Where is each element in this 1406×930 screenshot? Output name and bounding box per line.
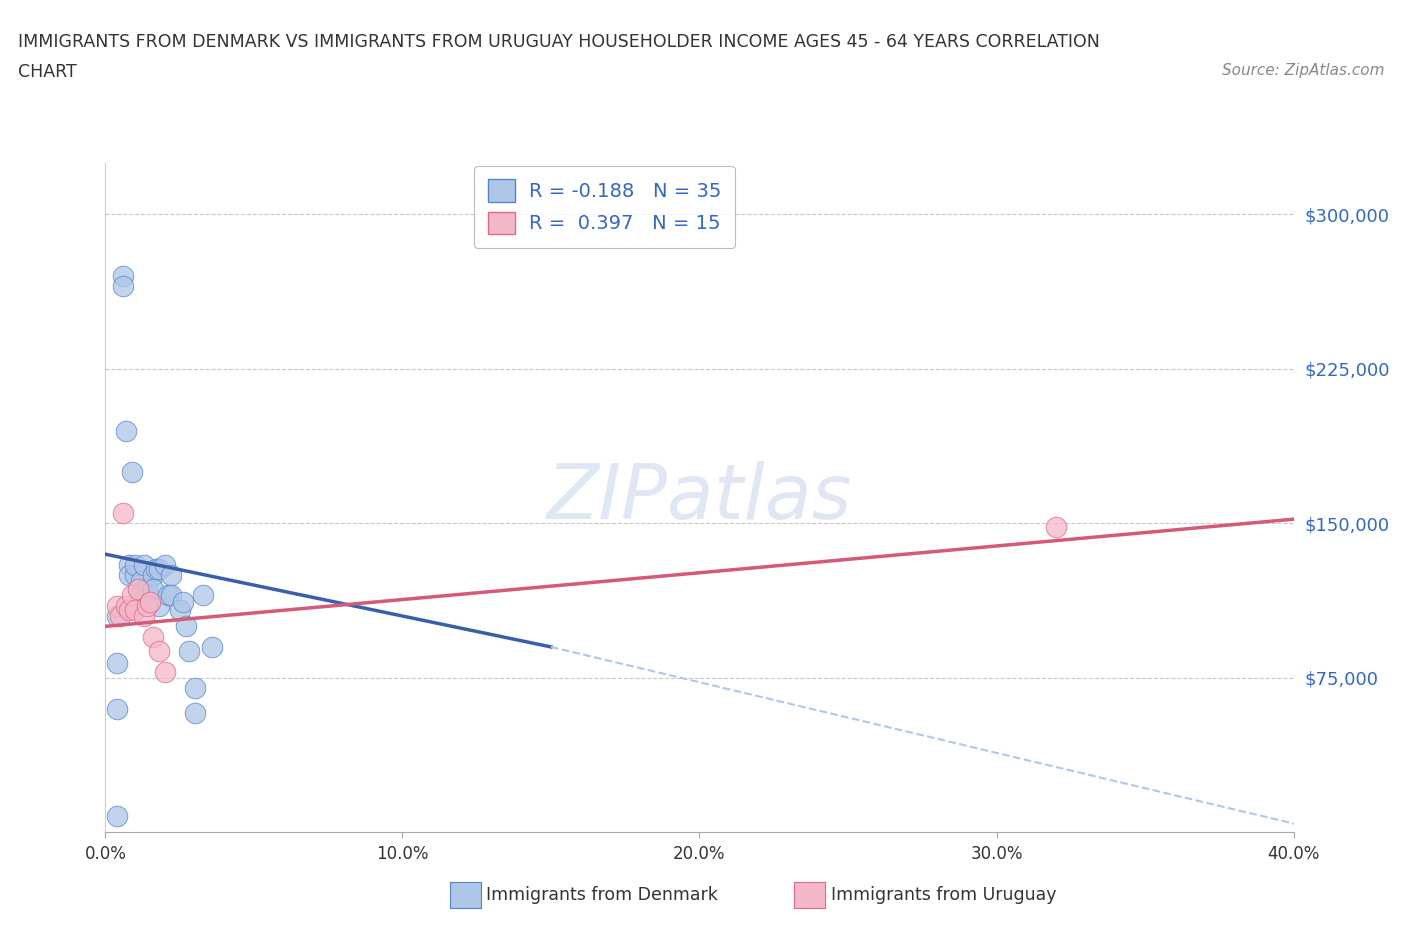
Text: Immigrants from Uruguay: Immigrants from Uruguay xyxy=(831,885,1056,904)
Point xyxy=(112,269,135,284)
Point xyxy=(159,588,181,603)
Point xyxy=(139,594,162,609)
Point xyxy=(177,644,200,658)
Point xyxy=(127,582,149,597)
Text: ZIPatlas: ZIPatlas xyxy=(547,460,852,535)
Point xyxy=(183,706,205,721)
Point xyxy=(124,603,146,618)
Point xyxy=(153,664,176,679)
Point xyxy=(115,423,138,438)
Point xyxy=(153,557,176,572)
Legend: R = -0.188   N = 35, R =  0.397   N = 15: R = -0.188 N = 35, R = 0.397 N = 15 xyxy=(474,166,735,247)
Point xyxy=(142,567,165,582)
Point xyxy=(121,588,143,603)
Point xyxy=(105,808,128,823)
Point xyxy=(145,561,167,576)
Text: IMMIGRANTS FROM DENMARK VS IMMIGRANTS FROM URUGUAY HOUSEHOLDER INCOME AGES 45 - : IMMIGRANTS FROM DENMARK VS IMMIGRANTS FR… xyxy=(18,33,1099,50)
Text: Immigrants from Denmark: Immigrants from Denmark xyxy=(486,885,718,904)
Point xyxy=(136,598,159,613)
Point xyxy=(121,464,143,479)
Point xyxy=(148,598,170,613)
Point xyxy=(124,567,146,582)
Point xyxy=(172,594,194,609)
Point xyxy=(110,608,132,623)
Point xyxy=(1045,520,1067,535)
Point xyxy=(112,279,135,294)
Point xyxy=(127,582,149,597)
Point xyxy=(183,681,205,696)
Point xyxy=(105,656,128,671)
Point xyxy=(129,574,152,589)
Point xyxy=(118,557,141,572)
Point xyxy=(115,598,138,613)
Point xyxy=(118,603,141,618)
Point xyxy=(139,594,162,609)
Point xyxy=(132,608,155,623)
Point xyxy=(105,608,128,623)
Point xyxy=(159,567,181,582)
Point xyxy=(129,588,152,603)
Point xyxy=(174,618,197,633)
Point xyxy=(105,598,128,613)
Point xyxy=(142,630,165,644)
Point xyxy=(142,582,165,597)
Point xyxy=(124,557,146,572)
Text: CHART: CHART xyxy=(18,63,77,81)
Point xyxy=(156,588,179,603)
Point xyxy=(136,582,159,597)
Point xyxy=(112,506,135,521)
Point xyxy=(105,701,128,716)
Point xyxy=(148,561,170,576)
Point xyxy=(118,567,141,582)
Point xyxy=(169,603,191,618)
Text: Source: ZipAtlas.com: Source: ZipAtlas.com xyxy=(1222,63,1385,78)
Point xyxy=(193,588,215,603)
Point xyxy=(132,557,155,572)
Point xyxy=(148,644,170,658)
Point xyxy=(201,640,224,655)
